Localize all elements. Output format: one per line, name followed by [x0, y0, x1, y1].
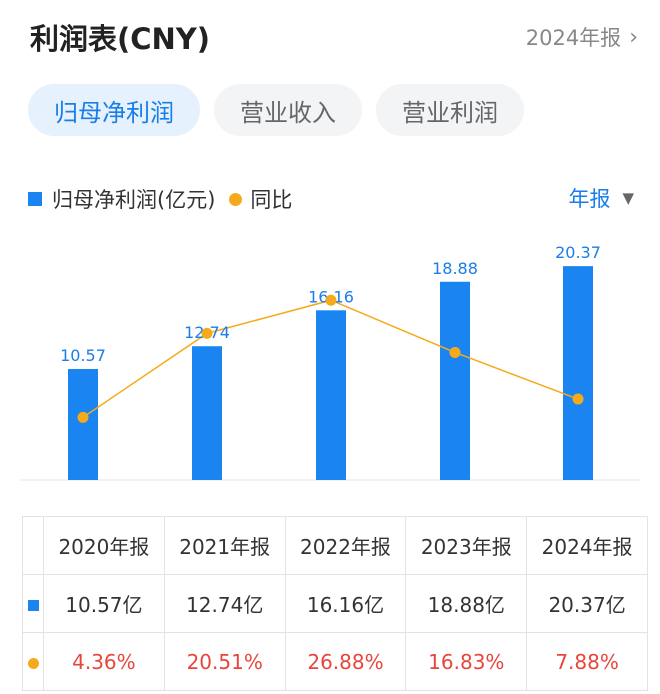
- dot-icon: [27, 657, 39, 669]
- line-legend-label: 同比: [250, 188, 293, 212]
- table-corner-cell: [22, 516, 44, 575]
- bar-value-label: 18.88: [432, 259, 478, 278]
- table-header-row: 2020年报 2021年报 2022年报 2023年报 2024年报: [22, 516, 648, 575]
- table-cell: 26.88%: [284, 632, 407, 691]
- yoy-point-2021年报: [201, 327, 213, 339]
- line-legend-icon: [229, 192, 243, 206]
- table-row-yoy: 4.36% 20.51% 26.88% 16.83% 7.88%: [22, 632, 648, 691]
- metric-tabs: 归母净利润 营业收入 营业利润: [28, 84, 524, 136]
- square-icon: [27, 599, 39, 611]
- bar-2021年报: [192, 346, 222, 480]
- bar-2023年报: [440, 281, 470, 480]
- yoy-point-2020年报: [77, 411, 89, 423]
- dropdown-triangle-icon: ▼: [622, 189, 634, 207]
- bar-legend-label: 归母净利润(亿元): [52, 188, 216, 212]
- yoy-point-2024年报: [572, 393, 584, 405]
- tab-net-profit[interactable]: 归母净利润: [28, 84, 200, 136]
- table-header: 2022年报: [284, 516, 407, 575]
- report-period-label: 年报: [568, 187, 611, 211]
- table-header: 2021年报: [163, 516, 286, 575]
- report-period-dropdown[interactable]: 年报 ▼: [568, 183, 634, 213]
- table-row-value: 10.57亿 12.74亿 16.16亿 18.88亿 20.37亿: [22, 574, 648, 633]
- table-cell: 20.37亿: [526, 574, 648, 633]
- bar-2024年报: [563, 266, 593, 480]
- period-label: 2024年报: [525, 26, 622, 50]
- table-cell: 16.83%: [405, 632, 528, 691]
- table-cell: 12.74亿: [163, 574, 286, 633]
- line-series-marker: [22, 632, 44, 691]
- table-header: 2024年报: [526, 516, 648, 575]
- chart-legend: 归母净利润(亿元) 同比: [28, 184, 292, 214]
- table-cell: 20.51%: [163, 632, 286, 691]
- tab-operating-profit[interactable]: 营业利润: [376, 84, 524, 136]
- table-cell: 4.36%: [43, 632, 165, 691]
- chevron-right-icon: ›: [629, 24, 638, 50]
- tab-revenue[interactable]: 营业收入: [214, 84, 362, 136]
- table-cell: 10.57亿: [43, 574, 165, 633]
- period-link[interactable]: 2024年报 ›: [526, 22, 638, 52]
- page-title: 利润表(CNY): [30, 22, 211, 56]
- yoy-point-2022年报: [325, 294, 337, 306]
- data-table: 2020年报 2021年报 2022年报 2023年报 2024年报 10.57…: [22, 516, 648, 691]
- table-cell: 7.88%: [526, 632, 648, 691]
- bar-2022年报: [316, 310, 346, 480]
- bar-series-marker: [22, 574, 44, 633]
- table-cell: 18.88亿: [405, 574, 528, 633]
- yoy-point-2023年报: [449, 346, 461, 358]
- bar-value-label: 20.37: [555, 243, 601, 262]
- table-header: 2023年报: [405, 516, 528, 575]
- bar-value-label: 10.57: [60, 346, 106, 365]
- table-header: 2020年报: [43, 516, 165, 575]
- bar-2020年报: [68, 369, 98, 480]
- bar-legend-icon: [28, 192, 42, 206]
- header: 利润表(CNY) 2024年报 ›: [0, 0, 660, 70]
- table-cell: 16.16亿: [284, 574, 407, 633]
